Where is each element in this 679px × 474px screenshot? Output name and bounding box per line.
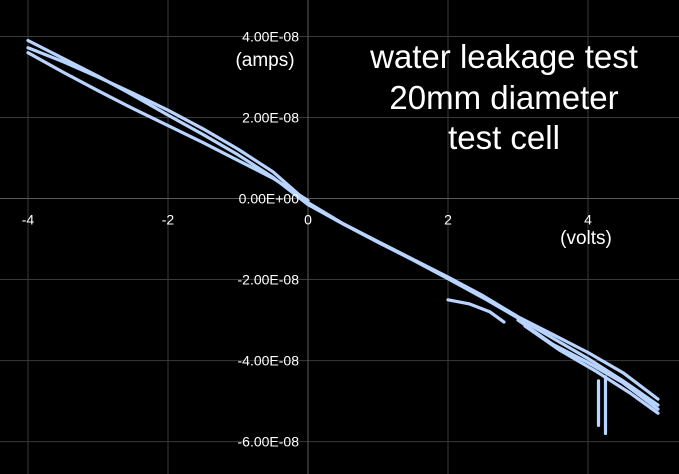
series-line-5 <box>446 298 506 324</box>
y-tick-label-4: -4.00E-08 <box>238 353 300 369</box>
data-series <box>26 38 660 436</box>
chart-title-line-3: test cell <box>448 119 560 156</box>
y-tick-label-1: 2.00E-08 <box>242 109 299 125</box>
series-line-2 <box>26 51 310 203</box>
x-axis-label: (volts) <box>560 228 612 249</box>
series-line-1 <box>26 38 660 407</box>
series-line-4 <box>523 324 660 415</box>
y-tick-label-5: -6.00E-08 <box>238 434 300 450</box>
x-tick-label-2: 0 <box>304 212 312 228</box>
x-tick-label-1: -2 <box>162 212 175 228</box>
x-tick-label-4: 4 <box>584 212 592 228</box>
y-tick-labels: 4.00E-08 2.00E-08 0.00E+00 -2.00E-08 -4.00E-… <box>238 28 300 449</box>
y-tick-label-2: 0.00E+00 <box>239 191 300 207</box>
y-tick-label-3: -2.00E-08 <box>238 272 300 288</box>
x-tick-labels: -4 -2 0 2 4 <box>22 212 592 228</box>
x-tick-label-0: -4 <box>22 212 35 228</box>
y-tick-label-0: 4.00E-08 <box>242 28 299 44</box>
chart-title-line-2: 20mm diameter <box>389 79 618 116</box>
y-axis-label: (amps) <box>235 50 294 71</box>
x-tick-label-3: 2 <box>444 212 452 228</box>
chart-title-line-1: water leakage test <box>369 38 638 75</box>
